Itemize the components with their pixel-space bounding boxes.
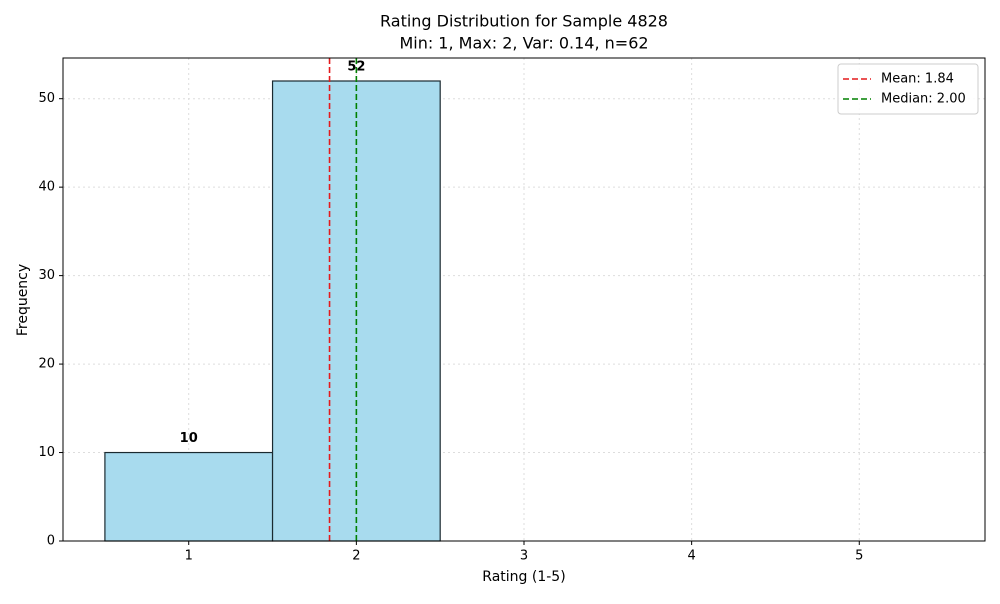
x-tick-label: 5 xyxy=(855,549,863,564)
plot-frame xyxy=(62,57,986,542)
y-tick-label: 10 xyxy=(38,445,55,460)
bar xyxy=(104,451,274,542)
y-tick-label: 20 xyxy=(38,357,55,372)
y-tick-label: 0 xyxy=(47,534,55,549)
x-tick-label: 1 xyxy=(185,549,193,564)
chart-subtitle: Min: 1, Max: 2, Var: 0.14, n=62 xyxy=(399,34,648,53)
legend-label: Mean: 1.84 xyxy=(881,72,954,87)
x-tick-label: 2 xyxy=(352,549,360,564)
x-axis-label: Rating (1-5) xyxy=(482,569,565,585)
legend-label: Median: 2.00 xyxy=(881,92,966,107)
x-tick-label: 4 xyxy=(687,549,695,564)
y-tick-label: 30 xyxy=(38,268,55,283)
legend-box xyxy=(837,63,979,115)
legend: Mean: 1.84 Median: 2.00 xyxy=(837,63,979,115)
value-label: 10 xyxy=(180,431,198,446)
x-tick-label: 3 xyxy=(520,549,528,564)
y-axis-label: Frequency xyxy=(15,264,31,336)
y-tick-label: 40 xyxy=(38,180,55,195)
y-tick-label: 50 xyxy=(38,91,55,106)
chart-title: Rating Distribution for Sample 4828 xyxy=(380,12,668,31)
